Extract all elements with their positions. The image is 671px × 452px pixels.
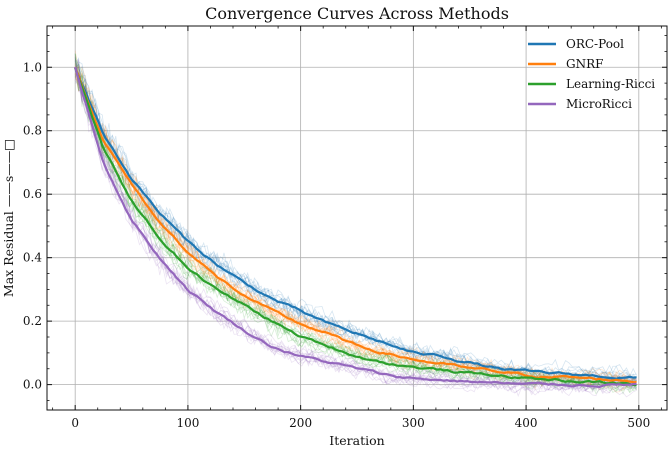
- y-tick-label: 0.8: [23, 124, 42, 138]
- x-tick-label: 500: [627, 416, 650, 430]
- run-trace-orc-pool: [74, 64, 637, 385]
- y-tick-label: 0.2: [23, 314, 42, 328]
- run-trace-gnrf: [74, 55, 637, 388]
- run-trace-orc-pool: [74, 63, 637, 389]
- legend: ORC-Pool GNRF Learning-Ricci MicroRicci: [528, 37, 655, 111]
- series-line-learning-ricci: [74, 67, 637, 387]
- legend-label-gnrf: GNRF: [566, 57, 603, 71]
- legend-label-orc-pool: ORC-Pool: [566, 37, 624, 51]
- y-tick-label: 0.6: [23, 187, 42, 201]
- series-line-gnrf: [74, 66, 637, 384]
- legend-label-learning-ricci: Learning-Ricci: [566, 77, 655, 91]
- x-tick-label: 300: [402, 416, 425, 430]
- series-line-orc-pool: [74, 67, 637, 380]
- y-axis-label: Max Residual ——s——□: [1, 139, 16, 297]
- x-tick-label: 0: [71, 416, 79, 430]
- y-tick-label: 1.0: [23, 60, 42, 74]
- run-trace-learning-ricci: [74, 59, 637, 393]
- x-tick-label: 400: [515, 416, 538, 430]
- axis-ticks: [47, 26, 667, 410]
- run-trace-orc-pool: [74, 70, 637, 381]
- x-tick-label: 200: [289, 416, 312, 430]
- y-tick-label: 0.4: [23, 251, 42, 265]
- run-trace-microricci: [74, 58, 637, 391]
- legend-label-microricci: MicroRicci: [566, 97, 632, 111]
- tick-labels: 0 100 200 300 400 500 0.0 0.2 0.4 0.6 0.8 1.0: [23, 60, 650, 430]
- x-axis-label: Iteration: [329, 433, 384, 448]
- run-trace-microricci: [74, 70, 637, 393]
- series-lines: [74, 66, 637, 389]
- y-tick-label: 0.0: [23, 378, 42, 392]
- run-trace-learning-ricci: [74, 56, 637, 394]
- x-tick-label: 100: [176, 416, 199, 430]
- plot-frame: [46, 25, 668, 411]
- run-trace-gnrf: [74, 66, 637, 393]
- chart-title: Convergence Curves Across Methods: [205, 4, 509, 23]
- series-line-microricci: [74, 66, 637, 389]
- run-trace-learning-ricci: [74, 63, 637, 395]
